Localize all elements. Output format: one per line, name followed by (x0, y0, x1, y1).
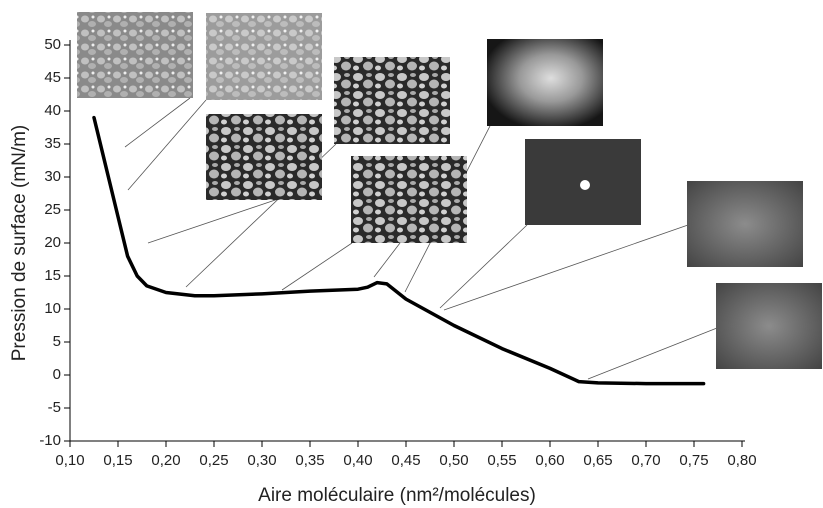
y-tick-label: 15 (44, 267, 61, 284)
x-tick-label: 0,40 (343, 452, 372, 469)
y-tick-label: 5 (53, 333, 61, 350)
micrograph (716, 283, 822, 369)
y-tick-label: 20 (44, 234, 61, 251)
x-tick-label: 0,30 (247, 452, 276, 469)
y-tick-label: 10 (44, 300, 61, 317)
isotherm-line (92, 115, 706, 386)
x-tick-label: 0,25 (199, 452, 228, 469)
y-tick-label: -5 (48, 399, 61, 416)
micrograph (351, 156, 467, 243)
connectors (124, 97, 718, 380)
y-tick-label: -10 (39, 432, 61, 449)
micrograph (206, 114, 322, 200)
micrograph (487, 39, 603, 126)
y-tick-label: 35 (44, 135, 61, 152)
micrograph (206, 13, 322, 100)
x-tick-label: 0,80 (727, 452, 756, 469)
x-tick-label: 0,35 (295, 452, 324, 469)
y-tick-label: 30 (44, 168, 61, 185)
y-tick-label: 40 (44, 102, 61, 119)
micrographs (77, 12, 822, 369)
x-tick-label: 0,70 (631, 452, 660, 469)
micrograph (77, 12, 193, 98)
y-tick-label: 25 (44, 201, 61, 218)
x-tick-label: 0,55 (487, 452, 516, 469)
micrograph-spot (580, 180, 590, 190)
x-tick-label: 0,45 (391, 452, 420, 469)
x-axis-title: Aire moléculaire (nm²/molécules) (258, 485, 536, 506)
x-tick-label: 0,10 (55, 452, 84, 469)
micrograph (687, 181, 803, 267)
y-tick-label: 50 (44, 36, 61, 53)
x-tick-label: 0,75 (679, 452, 708, 469)
x-tick-label: 0,15 (103, 452, 132, 469)
y-tick-label: 0 (53, 366, 61, 383)
y-axis-title: Pression de surface (mN/m) (9, 125, 30, 362)
x-tick-label: 0,60 (535, 452, 564, 469)
x-tick-label: 0,65 (583, 452, 612, 469)
x-tick-label: 0,50 (439, 452, 468, 469)
x-tick-label: 0,20 (151, 452, 180, 469)
y-tick-label: 45 (44, 69, 61, 86)
micrograph (334, 57, 450, 144)
